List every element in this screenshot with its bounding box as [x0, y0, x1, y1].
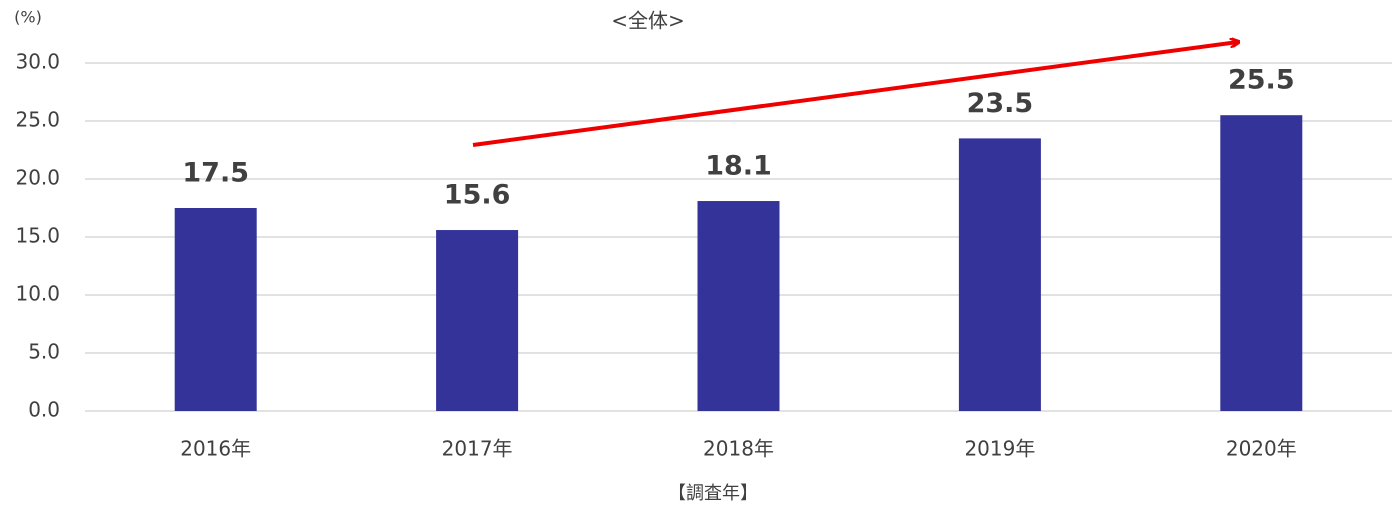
y-tick-label: 15.0 [15, 224, 60, 248]
plot: 0.0 5.0 10.0 15.0 20.0 25.0 30.0 2016年 17.5 2017年… [15, 50, 1392, 461]
y-unit: (%) [14, 8, 42, 27]
x-tick-label: 2016年 [180, 437, 251, 461]
x-tick-label: 2018年 [703, 437, 774, 461]
y-tick-label: 10.0 [15, 282, 60, 306]
y-tick-label: 30.0 [15, 50, 60, 74]
x-tick-label: 2017年 [442, 437, 513, 461]
bar [697, 201, 780, 411]
value-label: 23.5 [967, 88, 1034, 119]
value-label: 25.5 [1228, 65, 1295, 96]
trend-arrow [472, 42, 1238, 147]
chart-title: <全体> [611, 9, 685, 33]
y-tick-label: 20.0 [15, 166, 60, 190]
value-label: 18.1 [705, 151, 772, 182]
x-axis-label: 【調査年】 [668, 483, 758, 504]
value-label: 17.5 [182, 158, 249, 189]
y-tick-label: 5.0 [28, 340, 60, 364]
bar [958, 138, 1041, 411]
x-tick-label: 2019年 [964, 437, 1035, 461]
bar [1220, 115, 1303, 411]
value-label: 15.6 [444, 180, 511, 211]
y-tick-label: 25.0 [15, 108, 60, 132]
y-tick-label: 0.0 [28, 398, 60, 422]
bar [436, 230, 519, 411]
x-tick-label: 2020年 [1226, 437, 1297, 461]
bar [174, 208, 257, 411]
